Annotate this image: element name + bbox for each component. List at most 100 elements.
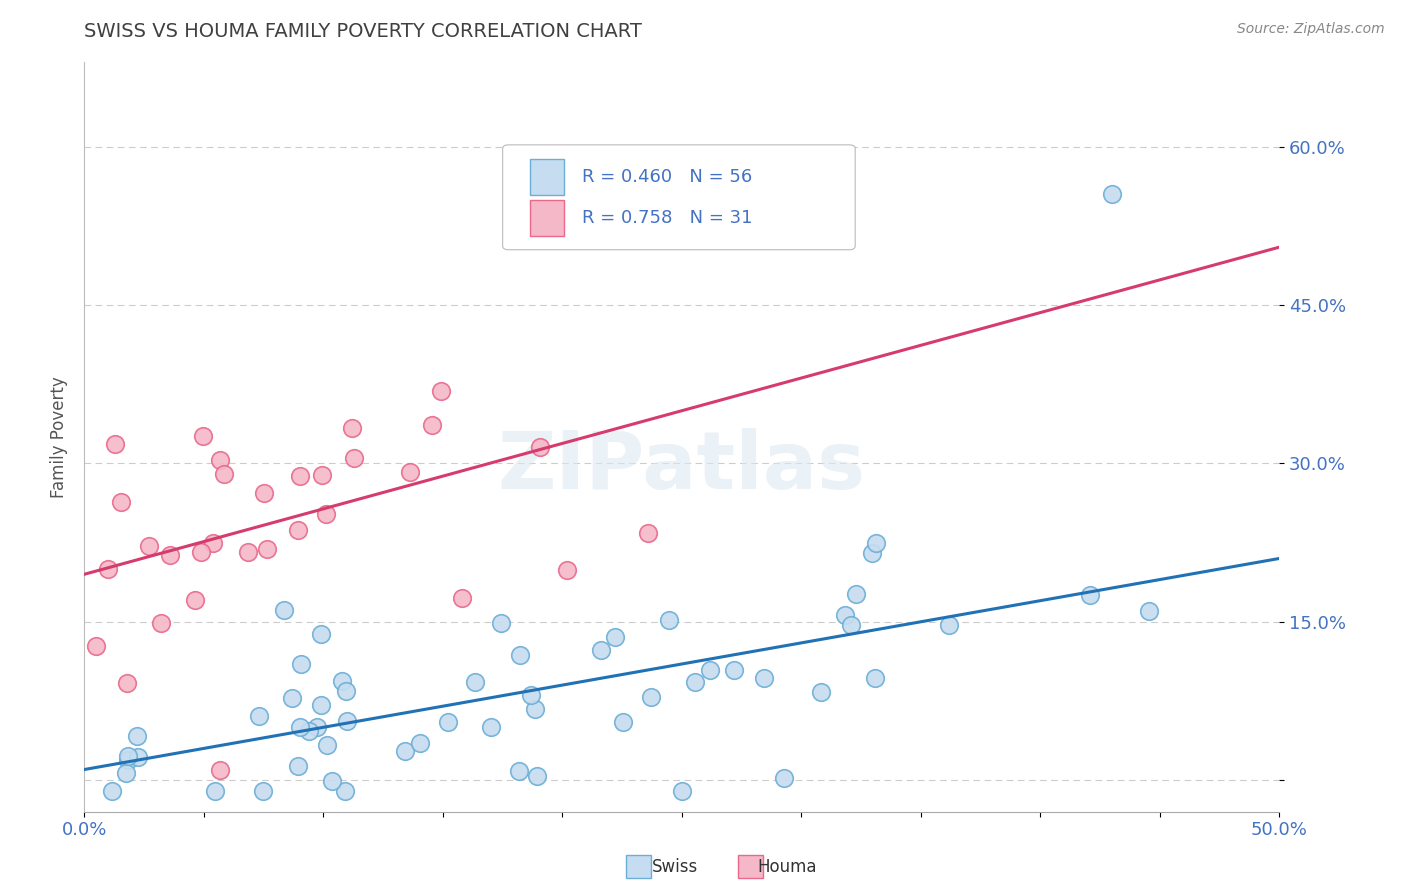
Point bbox=[451, 591, 474, 605]
Point bbox=[429, 384, 451, 399]
Point bbox=[115, 766, 138, 780]
Point bbox=[723, 663, 745, 677]
Point bbox=[340, 421, 363, 435]
Bar bbox=[530, 200, 564, 235]
Point bbox=[752, 671, 775, 685]
Point bbox=[208, 453, 231, 467]
Point bbox=[247, 709, 270, 723]
Point bbox=[330, 674, 353, 689]
Point bbox=[281, 691, 304, 706]
Point bbox=[860, 546, 883, 560]
Text: R = 0.460   N = 56: R = 0.460 N = 56 bbox=[582, 168, 752, 186]
Point bbox=[127, 750, 149, 764]
Text: SWISS VS HOUMA FAMILY POVERTY CORRELATION CHART: SWISS VS HOUMA FAMILY POVERTY CORRELATIO… bbox=[84, 22, 643, 41]
Point bbox=[640, 690, 662, 704]
Bar bbox=[738, 855, 763, 878]
Point bbox=[658, 613, 681, 627]
Point bbox=[288, 720, 311, 734]
Point bbox=[422, 417, 444, 432]
Point bbox=[1137, 603, 1160, 617]
Point bbox=[839, 617, 862, 632]
Point bbox=[845, 586, 868, 600]
Point bbox=[524, 702, 547, 716]
Point bbox=[287, 523, 309, 537]
Point bbox=[464, 675, 486, 690]
Point bbox=[252, 783, 274, 797]
Text: Swiss: Swiss bbox=[652, 858, 697, 876]
Point bbox=[305, 720, 328, 734]
Point bbox=[437, 715, 460, 730]
Text: Houma: Houma bbox=[758, 858, 817, 876]
Point bbox=[699, 663, 721, 677]
Point bbox=[256, 541, 278, 556]
Point bbox=[409, 736, 432, 750]
Point bbox=[671, 783, 693, 797]
Point bbox=[115, 675, 138, 690]
Point bbox=[86, 639, 108, 653]
Point bbox=[202, 536, 225, 550]
Point bbox=[101, 783, 124, 797]
Point bbox=[149, 616, 172, 631]
Point bbox=[159, 549, 181, 563]
Point bbox=[125, 729, 148, 743]
Point bbox=[315, 507, 337, 521]
Bar bbox=[530, 159, 564, 195]
Point bbox=[637, 526, 659, 541]
Point bbox=[184, 592, 207, 607]
Point bbox=[273, 603, 295, 617]
Point bbox=[834, 607, 856, 622]
Point bbox=[110, 495, 132, 509]
Point bbox=[773, 771, 796, 785]
Point bbox=[252, 486, 274, 500]
Point bbox=[290, 657, 312, 672]
Text: ZIPatlas: ZIPatlas bbox=[498, 428, 866, 506]
Bar bbox=[626, 855, 651, 878]
Point bbox=[190, 545, 212, 559]
Point bbox=[287, 758, 309, 772]
Point bbox=[863, 671, 886, 685]
Point bbox=[298, 723, 321, 738]
Point bbox=[479, 720, 502, 734]
Point bbox=[138, 539, 160, 553]
Point bbox=[191, 429, 214, 443]
Point bbox=[591, 642, 613, 657]
Point bbox=[865, 536, 887, 550]
Point bbox=[394, 744, 416, 758]
Point bbox=[104, 437, 127, 451]
Point bbox=[204, 783, 226, 797]
Point bbox=[309, 698, 332, 713]
Point bbox=[1101, 187, 1123, 202]
Point bbox=[529, 440, 551, 454]
Point bbox=[343, 450, 366, 465]
FancyBboxPatch shape bbox=[503, 145, 855, 250]
Point bbox=[489, 615, 512, 630]
Point bbox=[603, 630, 626, 644]
Point bbox=[117, 749, 139, 764]
Point bbox=[212, 467, 235, 481]
Point bbox=[336, 714, 359, 729]
Text: Source: ZipAtlas.com: Source: ZipAtlas.com bbox=[1237, 22, 1385, 37]
Point bbox=[321, 773, 343, 788]
Point bbox=[96, 562, 118, 576]
Point bbox=[209, 763, 232, 777]
Point bbox=[612, 714, 634, 729]
Point bbox=[311, 627, 333, 641]
Point bbox=[683, 675, 706, 690]
Point bbox=[810, 684, 832, 698]
Point bbox=[311, 467, 333, 482]
Point bbox=[288, 469, 311, 483]
Point bbox=[117, 753, 139, 767]
Point bbox=[508, 764, 530, 778]
Point bbox=[316, 738, 339, 752]
Point bbox=[333, 783, 356, 797]
Point bbox=[335, 683, 357, 698]
Point bbox=[520, 689, 543, 703]
Point bbox=[509, 648, 531, 663]
Point bbox=[236, 545, 259, 559]
Text: R = 0.758   N = 31: R = 0.758 N = 31 bbox=[582, 209, 752, 227]
Point bbox=[555, 563, 578, 577]
Point bbox=[938, 617, 960, 632]
Point bbox=[399, 466, 422, 480]
Point bbox=[1078, 588, 1101, 602]
Point bbox=[526, 769, 548, 783]
